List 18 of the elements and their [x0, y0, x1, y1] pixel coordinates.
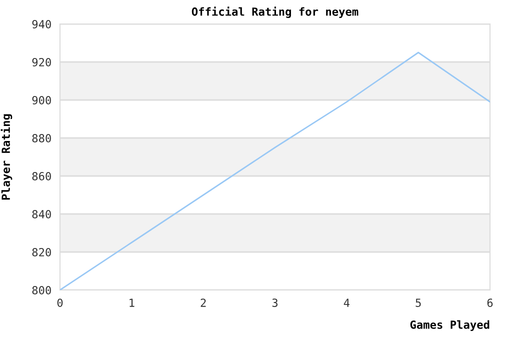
x-axis-title: Games Played — [410, 320, 490, 331]
y-axis-title: Player Rating — [0, 114, 12, 200]
y-tick-label: 920 — [32, 58, 51, 66]
y-tick-label: 820 — [32, 248, 51, 256]
y-tick-label: 860 — [32, 172, 51, 180]
y-tick-label: 900 — [32, 96, 51, 104]
x-tick-label: 2 — [200, 298, 206, 307]
x-tick-label: 0 — [57, 298, 63, 307]
x-tick-label: 5 — [416, 298, 421, 307]
chart-title: Official Rating for neyem — [192, 6, 358, 18]
y-tick-label: 880 — [32, 134, 51, 142]
x-tick-label: 1 — [130, 298, 134, 307]
y-tick-label: 800 — [32, 286, 51, 294]
y-tick-label: 840 — [32, 210, 51, 218]
x-tick-label: 4 — [344, 298, 350, 307]
x-tick-label: 3 — [272, 298, 278, 307]
y-tick-label: 940 — [32, 20, 51, 28]
x-tick-label: 6 — [487, 298, 493, 307]
